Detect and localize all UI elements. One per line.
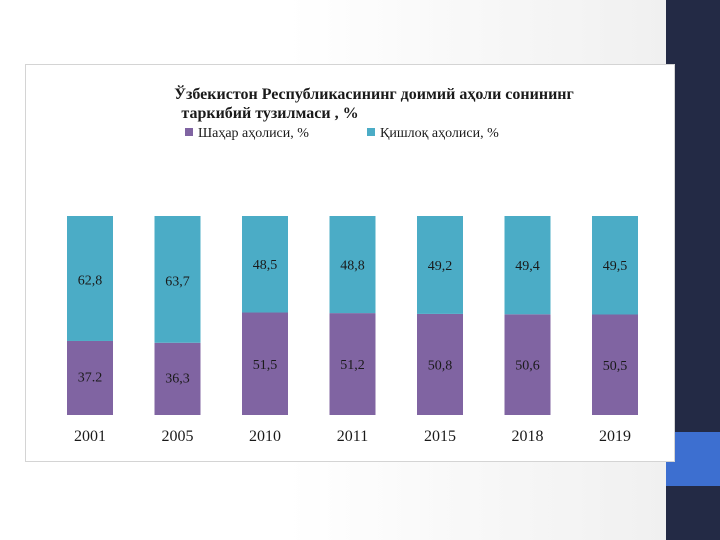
label-urban-2001: 37.2 <box>78 371 103 386</box>
label-urban-2019: 50,5 <box>603 359 628 374</box>
label-urban-2010: 51,5 <box>253 358 278 373</box>
category-label-2005: 2005 <box>162 428 194 445</box>
bar-urban-2011 <box>329 313 376 415</box>
label-rural-2010: 48,5 <box>253 258 278 273</box>
bar-rural-2018 <box>504 216 551 315</box>
bar-rural-2015 <box>417 216 463 314</box>
category-label-2001: 2001 <box>74 428 106 445</box>
bar-rural-2001 <box>67 216 113 341</box>
category-label-2019: 2019 <box>599 428 631 445</box>
bar-urban-2015 <box>417 313 463 415</box>
stacked-bar-chart: Ўзбекистон Республикасининг доимий аҳоли… <box>67 84 638 445</box>
legend: Шаҳар аҳолиси, % Қишлоқ аҳолиси, % <box>185 126 499 141</box>
category-label-2010: 2010 <box>249 428 281 445</box>
label-rural-2015: 49,2 <box>428 259 453 274</box>
bar-urban-2001 <box>67 340 113 415</box>
chart-title-line-1: Ўзбекистон Республикасининг доимий аҳоли… <box>174 84 574 103</box>
label-rural-2018: 49,4 <box>515 259 540 274</box>
category-labels-group: 2001 2005 2010 2011 2015 2018 2019 <box>74 428 631 445</box>
label-urban-2011: 51,2 <box>340 358 365 373</box>
bar-urban-2010 <box>242 312 288 415</box>
label-rural-2011: 48,8 <box>340 258 365 273</box>
bar-rural-2011 <box>329 216 376 314</box>
category-label-2018: 2018 <box>512 428 544 445</box>
bar-rural-2019 <box>592 216 638 315</box>
category-label-2015: 2015 <box>424 428 456 445</box>
legend-swatch-rural <box>367 128 375 136</box>
label-rural-2001: 62,8 <box>78 274 103 289</box>
label-urban-2005: 36,3 <box>165 371 190 386</box>
slide-side-accent <box>666 432 720 486</box>
value-labels-group: 37.2 62,8 36,3 63,7 51,5 48,5 51,2 48,8 50,8 49,2… <box>78 258 628 386</box>
label-urban-2018: 50,6 <box>515 359 540 374</box>
legend-swatch-urban <box>185 128 193 136</box>
label-urban-2015: 50,8 <box>428 359 453 374</box>
bar-rural-2005 <box>154 216 201 343</box>
category-label-2011: 2011 <box>337 428 368 445</box>
label-rural-2019: 49,5 <box>603 259 628 274</box>
bar-urban-2018 <box>504 314 551 415</box>
bar-urban-2005 <box>154 342 201 415</box>
label-rural-2005: 63,7 <box>165 275 190 290</box>
chart-title-line-2: таркибий тузилмаси , % <box>181 105 358 122</box>
bar-rural-2010 <box>242 216 288 313</box>
legend-label-urban: Шаҳар аҳолиси, % <box>198 126 309 141</box>
bar-urban-2019 <box>592 314 638 415</box>
bars-group <box>67 216 638 415</box>
chart-frame: Ўзбекистон Республикасининг доимий аҳоли… <box>25 64 675 462</box>
legend-label-rural: Қишлоқ аҳолиси, % <box>380 126 499 141</box>
